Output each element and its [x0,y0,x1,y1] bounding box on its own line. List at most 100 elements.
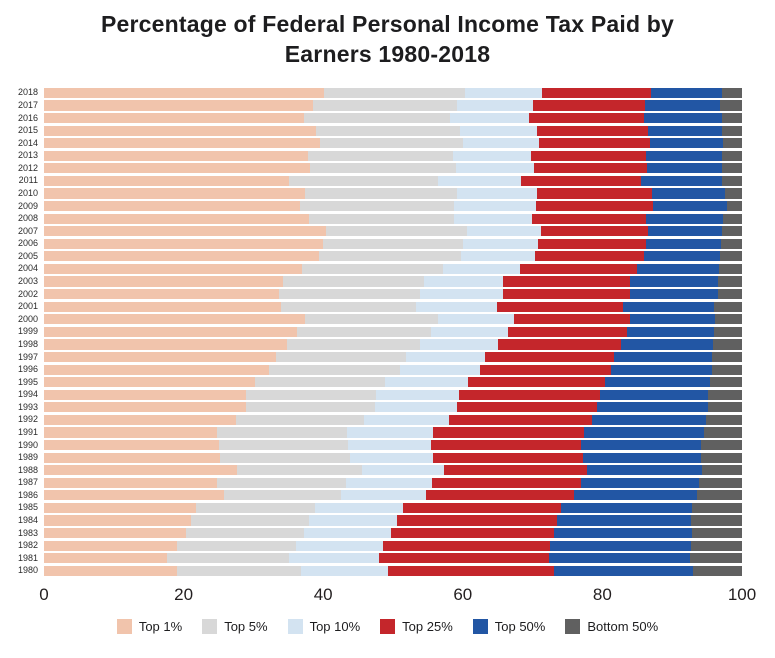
bar-segment-top-1 [44,226,326,237]
bar-segment-top-50 [554,528,692,539]
x-tick-label: 40 [313,584,333,604]
bar-segment-top-25 [520,263,637,275]
bar-row: 2002 [0,288,742,300]
year-label: 1980 [17,565,38,576]
bar-row: 2013 [0,150,742,161]
bar-segment-bottom-50 [691,528,742,539]
bar-segment-top-5 [219,452,351,463]
bar-segment-top-50 [646,238,722,249]
stacked-bar [44,87,742,98]
bar-segment-top-50 [622,301,715,312]
x-tick-label: 20 [174,584,194,604]
bar-segment-top-25 [379,553,549,564]
bar-segment-top-1 [44,439,220,451]
bar-row: 1984 [0,515,742,526]
bar-segment-top-1 [44,150,308,161]
bar-segment-top-50 [614,351,712,363]
stacked-bar [44,465,742,476]
bar-segment-top-1 [44,213,310,224]
bar-segment-bottom-50 [723,213,742,224]
bar-segment-bottom-50 [721,226,742,237]
bar-segment-bottom-50 [720,251,742,262]
bar-segment-bottom-50 [690,553,742,564]
bar-row: 2004 [0,263,742,275]
bar-row: 2017 [0,100,742,111]
legend-label: Top 5% [224,618,268,634]
bar-segment-top-50 [626,326,715,337]
bar-segment-bottom-50 [706,414,742,425]
year-label: 1985 [17,502,38,513]
bar-segment-top-50 [550,540,691,551]
bar-segment-top-25 [540,226,649,237]
stacked-bar [44,200,742,212]
bar-row: 2016 [0,112,742,124]
bar-segment-bottom-50 [701,452,742,463]
year-label: 2015 [17,125,38,136]
bar-row: 2012 [0,163,742,174]
bar-segment-top-25 [388,565,554,576]
bar-segment-top-25 [529,112,645,124]
year-label: 2008 [17,213,38,224]
stacked-bar [44,188,742,199]
bar-segment-bottom-50 [702,465,742,476]
bar-row: 1989 [0,452,742,463]
bar-segment-top-5 [283,276,424,287]
bar-segment-top-50 [648,125,723,136]
bar-segment-top-25 [459,389,600,400]
stacked-bar [44,565,742,576]
bar-segment-top-25 [485,351,615,363]
bar-segment-bottom-50 [721,112,742,124]
bar-segment-top-50 [582,452,702,463]
bar-segment-top-1 [44,515,192,526]
chart-title-line2: Earners 1980-2018 [284,40,491,67]
year-label: 2007 [17,225,38,236]
bar-segment-top-50 [648,226,722,237]
bar-segment-bottom-50 [722,163,742,174]
bar-segment-top-25 [536,200,654,212]
legend-swatch [116,618,132,634]
bar-segment-top-1 [44,502,197,514]
bar-segment-top-1 [44,125,317,136]
bar-segment-top-50 [644,251,721,262]
bar-segment-top-5 [217,477,347,488]
bar-segment-top-5 [301,263,443,275]
stacked-bar [44,351,742,363]
stacked-bar [44,553,742,564]
bar-row: 1982 [0,540,742,551]
bar-row: 2015 [0,125,742,136]
bar-segment-top-50 [636,263,719,275]
bar-segment-top-10 [304,528,391,539]
bar-segment-top-5 [296,326,432,337]
bar-segment-top-1 [44,326,297,337]
year-label: 2002 [17,288,38,299]
bar-segment-top-25 [531,150,647,161]
bar-segment-bottom-50 [725,188,742,199]
x-tick-label: 0 [39,584,49,604]
bar-segment-top-10 [463,238,539,249]
bar-segment-top-10 [419,289,503,300]
bar-segment-top-5 [323,87,465,98]
bar-row: 2009 [0,200,742,212]
stacked-bar [44,276,742,287]
bar-segment-top-1 [44,251,319,262]
bar-segment-top-25 [496,301,623,312]
bar-row: 2011 [0,175,742,187]
bar-segment-top-50 [574,490,697,501]
bar-segment-top-1 [44,276,284,287]
bar-segment-top-10 [453,150,532,161]
bar-segment-top-50 [621,339,713,350]
bar-segment-top-1 [44,238,323,249]
bar-segment-top-50 [580,477,700,488]
stacked-bar [44,439,742,451]
bar-segment-top-10 [456,100,534,111]
stacked-bar [44,301,742,312]
year-label: 2005 [17,250,38,261]
year-label: 1984 [17,515,38,526]
bar-segment-top-25 [520,175,642,187]
chart-rows: 2018 2017 2016 2015 2014 2013 2012 2011 2010 2009… [0,87,742,576]
bar-segment-top-50 [629,289,718,300]
stacked-bar [44,490,742,501]
bar-row: 1983 [0,528,742,539]
bar-segment-top-5 [246,402,375,413]
